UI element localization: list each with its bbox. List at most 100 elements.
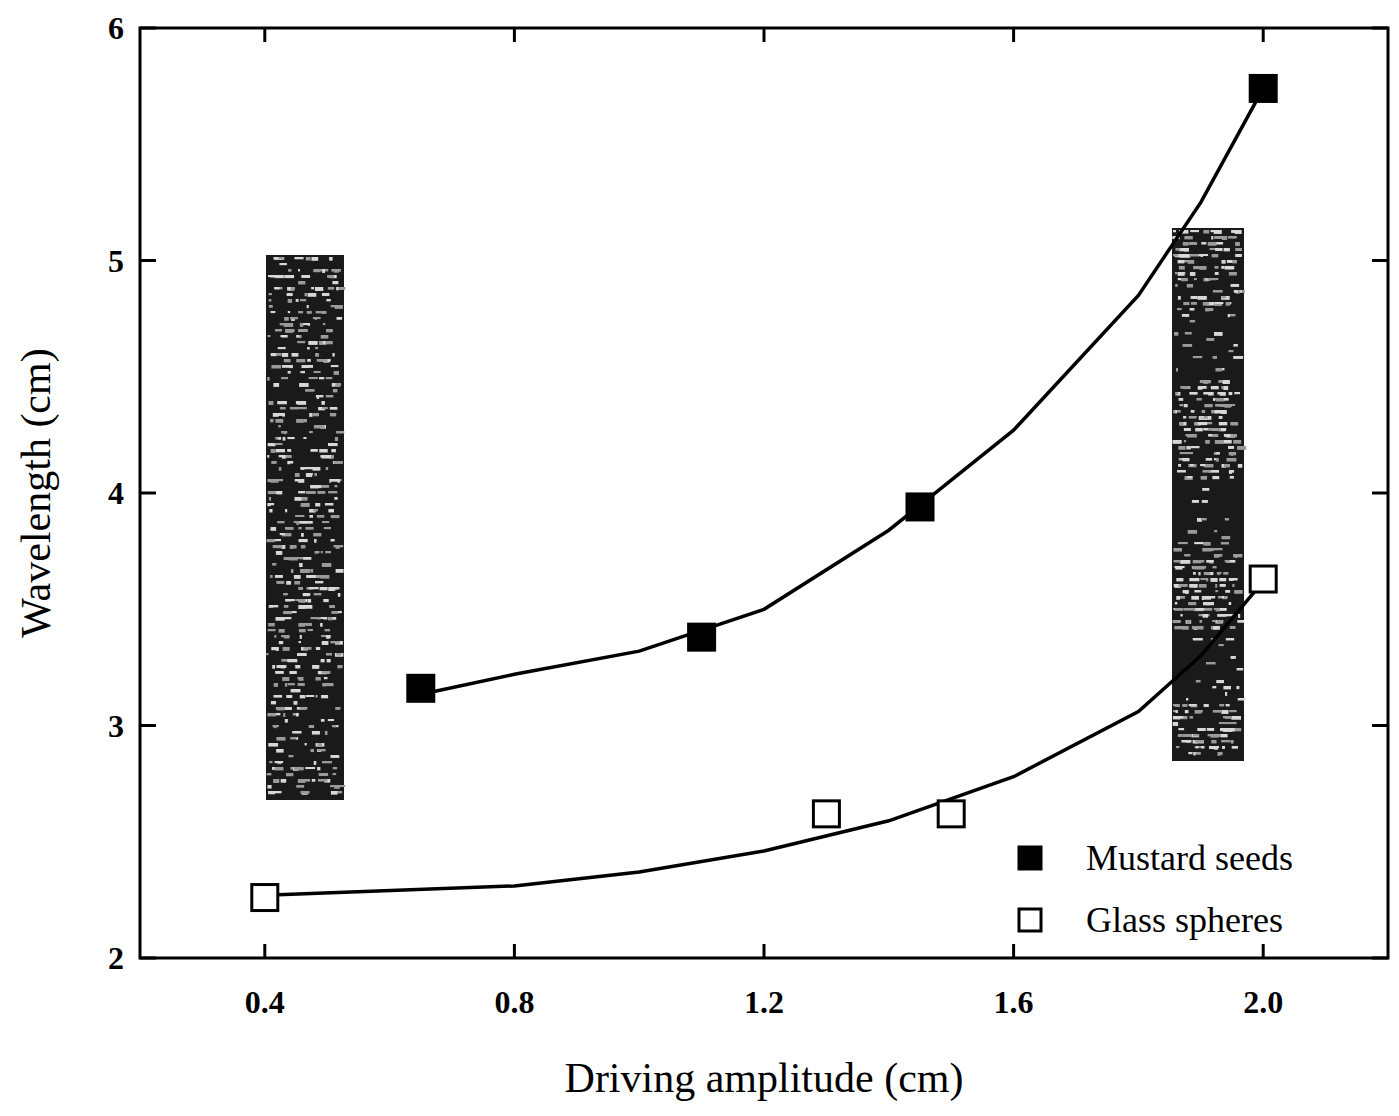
inset-speckle — [269, 401, 274, 405]
inset-speckle — [337, 317, 343, 320]
inset-speckle — [331, 539, 335, 541]
inset-speckle — [305, 779, 311, 782]
inset-speckle — [1176, 746, 1179, 748]
inset-speckle — [290, 317, 298, 319]
inset-speckle — [317, 749, 325, 751]
inset-speckle — [288, 299, 292, 303]
inset-speckle — [274, 287, 280, 289]
inset-speckle — [294, 257, 303, 259]
inset-speckle — [331, 515, 340, 518]
inset-speckle — [267, 455, 269, 458]
inset-speckle — [333, 389, 338, 392]
inset-speckle — [333, 767, 337, 769]
inset-speckle — [287, 287, 291, 290]
inset-speckle — [1223, 686, 1231, 689]
inset-speckle — [315, 353, 319, 357]
inset-speckle — [1187, 476, 1192, 478]
inset-speckle — [1217, 572, 1222, 574]
inset-speckle — [1184, 236, 1192, 239]
inset-speckle — [294, 581, 300, 584]
inset-speckle — [325, 503, 334, 505]
inset-speckle — [1175, 608, 1184, 611]
inset-speckle — [298, 281, 305, 284]
inset-speckle — [1216, 680, 1224, 683]
inset-speckle — [1219, 644, 1224, 646]
inset-speckle — [1190, 464, 1193, 466]
inset-speckle — [269, 761, 272, 763]
inset-speckle — [1222, 296, 1226, 298]
inset-speckle — [287, 659, 297, 662]
inset-speckle — [314, 761, 317, 765]
inset-speckle — [1237, 620, 1244, 623]
inset-speckle — [1229, 470, 1232, 474]
inset-speckle — [1213, 626, 1220, 630]
inset-speckle — [1226, 614, 1233, 616]
inset-speckle — [304, 647, 312, 650]
inset-speckle — [319, 449, 328, 453]
inset-speckle — [1232, 260, 1236, 263]
inset-speckle — [1222, 236, 1227, 240]
inset-speckle — [1206, 458, 1212, 461]
inset-speckle — [307, 347, 310, 350]
inset-speckle — [1178, 728, 1184, 730]
inset-speckle — [1222, 536, 1231, 539]
inset-speckle — [1221, 386, 1223, 389]
inset-speckle — [1224, 248, 1230, 251]
inset-speckle — [321, 311, 326, 314]
inset-speckle — [294, 575, 301, 579]
inset-speckle — [337, 665, 340, 668]
inset-speckle — [1223, 380, 1230, 384]
inset-speckle — [269, 293, 272, 295]
inset-speckle — [1195, 608, 1204, 611]
inset-speckle — [1203, 542, 1210, 546]
inset-speckle — [299, 335, 301, 338]
inset-speckle — [1221, 410, 1227, 414]
inset-speckle — [1189, 416, 1197, 418]
inset-speckle — [309, 377, 318, 379]
inset-speckle — [333, 773, 337, 775]
inset-speckle — [1227, 458, 1237, 461]
inset-speckle — [309, 587, 319, 589]
inset-speckle — [1215, 584, 1217, 588]
y-tick-label: 5 — [108, 243, 124, 279]
x-tick-label: 1.6 — [994, 984, 1034, 1020]
inset-speckle — [299, 641, 302, 643]
inset-speckle — [1213, 710, 1222, 713]
inset-speckle — [1238, 464, 1243, 468]
inset-speckle — [1221, 578, 1224, 580]
inset-speckle — [1219, 416, 1223, 419]
inset-speckle — [267, 539, 276, 542]
inset-speckle — [281, 377, 288, 379]
inset-speckle — [319, 377, 324, 379]
inset-speckle — [329, 587, 336, 591]
inset-speckle — [295, 665, 300, 668]
inset-speckle — [1198, 422, 1208, 425]
x-tick-label: 0.8 — [494, 984, 534, 1020]
inset-speckle — [282, 677, 289, 681]
inset-speckle — [315, 551, 319, 554]
inset-speckle — [274, 683, 278, 687]
inset-speckle — [300, 521, 307, 524]
inset-speckle — [301, 503, 310, 507]
inset-speckle — [1234, 590, 1242, 594]
inset-speckle — [300, 299, 306, 301]
inset-speckle — [268, 335, 271, 337]
inset-speckle — [1231, 656, 1234, 659]
inset-speckle — [298, 677, 303, 679]
inset-speckle — [1177, 470, 1186, 473]
inset-speckle — [303, 605, 313, 609]
inset-speckle — [315, 287, 323, 291]
inset-speckle — [1174, 626, 1184, 629]
inset-speckle — [1196, 740, 1204, 742]
inset-speckle — [332, 353, 334, 357]
inset-speckle — [269, 305, 273, 308]
inset-speckle — [328, 287, 334, 290]
inset-speckle — [279, 263, 287, 265]
inset-speckle — [312, 665, 319, 669]
inset-speckle — [296, 713, 299, 716]
inset-speckle — [1190, 272, 1196, 276]
chart: 0.40.81.21.62.023456Driving amplitude (c… — [0, 0, 1399, 1116]
inset-speckle — [272, 563, 276, 566]
inset-speckle — [300, 323, 304, 327]
inset-speckle — [306, 473, 312, 477]
